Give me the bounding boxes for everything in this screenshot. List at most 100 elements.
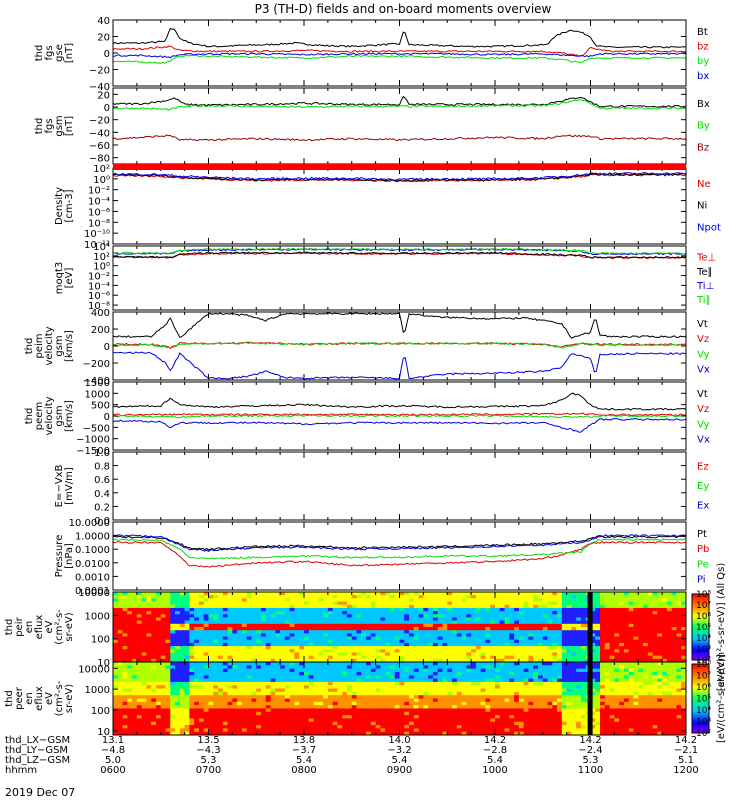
legend-entry: By <box>697 121 710 132</box>
legend-entry: Vt <box>697 319 708 330</box>
y-label-line: [nT] <box>64 116 75 136</box>
y-tick-label: 1.0000 <box>75 532 110 543</box>
y-tick-label: 0 <box>104 342 110 353</box>
series-line-fgs-gse-bz <box>113 46 686 56</box>
series-line-peem-velocity-Vt <box>113 393 686 410</box>
y-tick-label: 500 <box>91 401 110 412</box>
y-tick-label: −40 <box>89 128 110 139</box>
series-line-pressure-Pb <box>113 542 686 568</box>
series-group-fgs-gse <box>113 29 686 64</box>
y-label-density: Density[cm-3] <box>54 187 75 225</box>
colorbar-tick-label: 10⁵ <box>696 623 711 633</box>
panel-frame <box>113 168 686 244</box>
y-tick-label: 10⁻¹⁰ <box>84 229 110 240</box>
legend-entry: Ne <box>697 179 711 190</box>
y-label-line: [km/s] <box>64 330 75 362</box>
panel-pressure: 10.00001.00000.10000.01000.00100.0001Pre… <box>54 518 709 597</box>
heatmap-peir-eflux <box>113 592 687 663</box>
y-tick-label: 1.0 <box>94 448 110 459</box>
y-tick-label: 10⁻⁸ <box>88 218 110 229</box>
y-tick-label: 0.8 <box>94 462 110 473</box>
legend-entry: Pt <box>697 529 707 540</box>
data-gap-bar <box>588 592 593 662</box>
colorbar-tick-label: 10⁴ <box>696 634 711 644</box>
legend-entry: Npot <box>697 222 721 233</box>
panel-frame <box>113 246 686 310</box>
legend-entry: Vz <box>697 404 709 415</box>
legend-entry: Vy <box>697 349 710 360</box>
y-tick-label: 10⁻² <box>88 186 110 197</box>
y-tick-label: −1000 <box>76 435 110 446</box>
y-label-line: [km/s] <box>64 400 75 432</box>
y-tick-label: 0 <box>104 49 110 60</box>
colorbar-tick-label: 10⁸ <box>696 590 711 600</box>
legend-entry: Pe <box>697 559 709 570</box>
legend-entry: Ex <box>697 501 709 512</box>
legend-entry: Pi <box>697 574 706 585</box>
y-label-line: [cm-3] <box>64 189 75 222</box>
y-tick-label: 10⁰ <box>93 175 110 186</box>
series-line-peem-velocity-Vz <box>113 413 686 416</box>
y-tick-label: 10.0000 <box>69 518 110 529</box>
legend-entry: Ti∥ <box>696 295 711 306</box>
y-tick-label: 20 <box>97 33 110 44</box>
legend-entry: Bt <box>697 27 708 38</box>
legend-entry: Vz <box>697 334 709 345</box>
panel-density: 10²10⁰10⁻²10⁻⁴10⁻⁶10⁻⁸10⁻¹⁰10⁻¹²Density[… <box>54 164 721 251</box>
series-line-fgs-gse-Bt <box>113 29 686 48</box>
y-label-line: [eV] <box>64 268 75 289</box>
y-tick-label: 0.1000 <box>75 545 110 556</box>
heatmap-peer-eflux <box>113 662 687 736</box>
series-line-peem-velocity-Vx <box>113 419 686 433</box>
legend-entry: Ez <box>697 462 709 473</box>
legend-entry: Bx <box>697 99 710 110</box>
y-tick-label: 1000 <box>85 611 110 622</box>
y-label-line: [nPa] <box>64 543 75 569</box>
y-tick-label: 0.0100 <box>75 559 110 570</box>
legend-entry: Ey <box>697 481 709 492</box>
legend-entry: Vx <box>697 434 710 445</box>
colorbar-tick-label: 10³ <box>696 645 711 655</box>
legend-entry: by <box>697 56 709 67</box>
y-tick-label: −500 <box>83 423 110 434</box>
series-line-fgs-gsm-Bz <box>113 135 686 141</box>
colorbar-tick-label: 10⁷ <box>696 601 711 611</box>
y-tick-label: 40 <box>97 16 110 27</box>
legend-entry: Vx <box>697 364 710 375</box>
legend-entry: bx <box>697 71 709 82</box>
series-line-peim-velocity-Vy <box>113 343 686 348</box>
y-tick-label: −60 <box>89 141 110 152</box>
y-label-line: sr-eV) <box>64 612 75 641</box>
series-line-fgs-gse-by <box>113 55 686 63</box>
y-label-e-field: E=−VxB[mV/m] <box>54 465 75 508</box>
y-tick-label: 0.4 <box>94 489 110 500</box>
y-label-line: [mV/m] <box>64 467 75 505</box>
y-tick-label: 1000 <box>85 389 110 400</box>
chart-title: P3 (TH-D) fields and on-board moments ov… <box>255 2 552 16</box>
y-tick-label: 0.6 <box>94 475 110 486</box>
panel-temperature: 10⁴10²10⁰10⁻²10⁻⁴10⁻⁶10⁻⁸moqt3[eV]Te⊥Te∥… <box>54 242 716 312</box>
legend-entry: Ti⊥ <box>696 281 714 292</box>
panel-frame <box>113 20 686 86</box>
y-label-pressure: Pressure[nPa] <box>54 535 75 578</box>
y-tick-label: 0 <box>104 412 110 423</box>
series-group-fgs-gsm <box>113 97 686 141</box>
legend-entry: Bz <box>697 142 709 153</box>
y-tick-label: 1500 <box>85 378 110 389</box>
series-group-peim-velocity <box>113 313 686 379</box>
y-tick-label: 20 <box>97 90 110 101</box>
y-tick-label: 0 <box>104 103 110 114</box>
legend-entry: Vy <box>697 419 710 430</box>
legend-entry: bz <box>697 41 709 52</box>
y-tick-label: 10000 <box>78 588 110 599</box>
panel-frame <box>113 522 686 590</box>
